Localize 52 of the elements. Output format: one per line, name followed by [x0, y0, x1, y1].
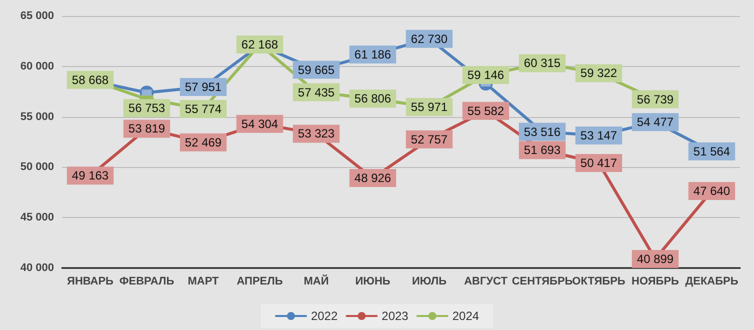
data-label: 53 516: [524, 124, 561, 139]
data-label: 59 322: [580, 66, 618, 80]
data-label: 51 693: [524, 143, 561, 158]
x-tick-label: АПРЕЛЬ: [236, 276, 283, 288]
data-label: 52 469: [184, 135, 222, 150]
data-label: 47 640: [693, 184, 730, 198]
data-label: 54 304: [241, 116, 278, 131]
data-label: 57 951: [184, 80, 222, 94]
data-label: 56 806: [354, 92, 392, 106]
x-tick-label: МАЙ: [304, 274, 329, 288]
legend-label: 2024: [452, 309, 480, 323]
x-tick-label: ЯНВАРЬ: [67, 276, 114, 288]
x-tick-label: ИЮНЬ: [355, 276, 390, 288]
y-tick-label: 50 000: [20, 161, 54, 174]
data-label: 53 323: [298, 126, 335, 141]
y-tick-label: 65 000: [20, 10, 54, 22]
data-label: 59 665: [298, 62, 335, 77]
legend-label: 2022: [310, 309, 338, 323]
x-tick-label: ФЕВРАЛЬ: [119, 276, 174, 288]
data-label: 56 739: [636, 92, 674, 106]
y-tick-label: 60 000: [20, 60, 54, 72]
y-tick-label: 55 000: [20, 110, 54, 123]
data-label: 48 926: [354, 171, 392, 186]
data-label: 49 163: [72, 168, 109, 183]
data-label: 57 435: [298, 85, 335, 100]
x-tick-label: МАРТ: [188, 276, 220, 288]
data-label: 59 146: [467, 68, 504, 82]
legend-label: 2023: [382, 309, 409, 323]
data-label: 55 582: [467, 104, 504, 118]
x-tick-label: ДЕКАБРЬ: [685, 276, 738, 288]
data-label: 56 753: [128, 101, 166, 116]
data-label: 55 971: [410, 100, 448, 114]
data-label: 55 774: [184, 102, 222, 116]
x-tick-label: АВГУСТ: [464, 276, 508, 288]
y-tick-label: 45 000: [20, 212, 54, 224]
x-tick-label: ИЮЛЬ: [412, 276, 447, 288]
data-label: 50 417: [580, 156, 618, 170]
x-tick-label: НОЯБРЬ: [632, 276, 680, 288]
data-label: 58 668: [72, 72, 109, 87]
y-tick-label: 40 000: [20, 262, 54, 274]
data-label: 62 730: [410, 32, 448, 46]
data-label: 51 564: [693, 144, 730, 158]
data-label: 52 757: [410, 132, 448, 146]
data-label: 60 315: [524, 56, 561, 70]
data-label: 62 168: [241, 38, 278, 52]
x-tick-label: ОКТЯБРЬ: [572, 276, 626, 288]
data-label: 61 186: [354, 47, 392, 62]
data-label: 40 899: [636, 252, 674, 266]
data-label: 53 147: [580, 128, 618, 142]
x-tick-label: СЕНТЯБРЬ: [512, 276, 573, 288]
data-label: 53 819: [128, 122, 166, 136]
data-label: 54 477: [636, 115, 674, 130]
